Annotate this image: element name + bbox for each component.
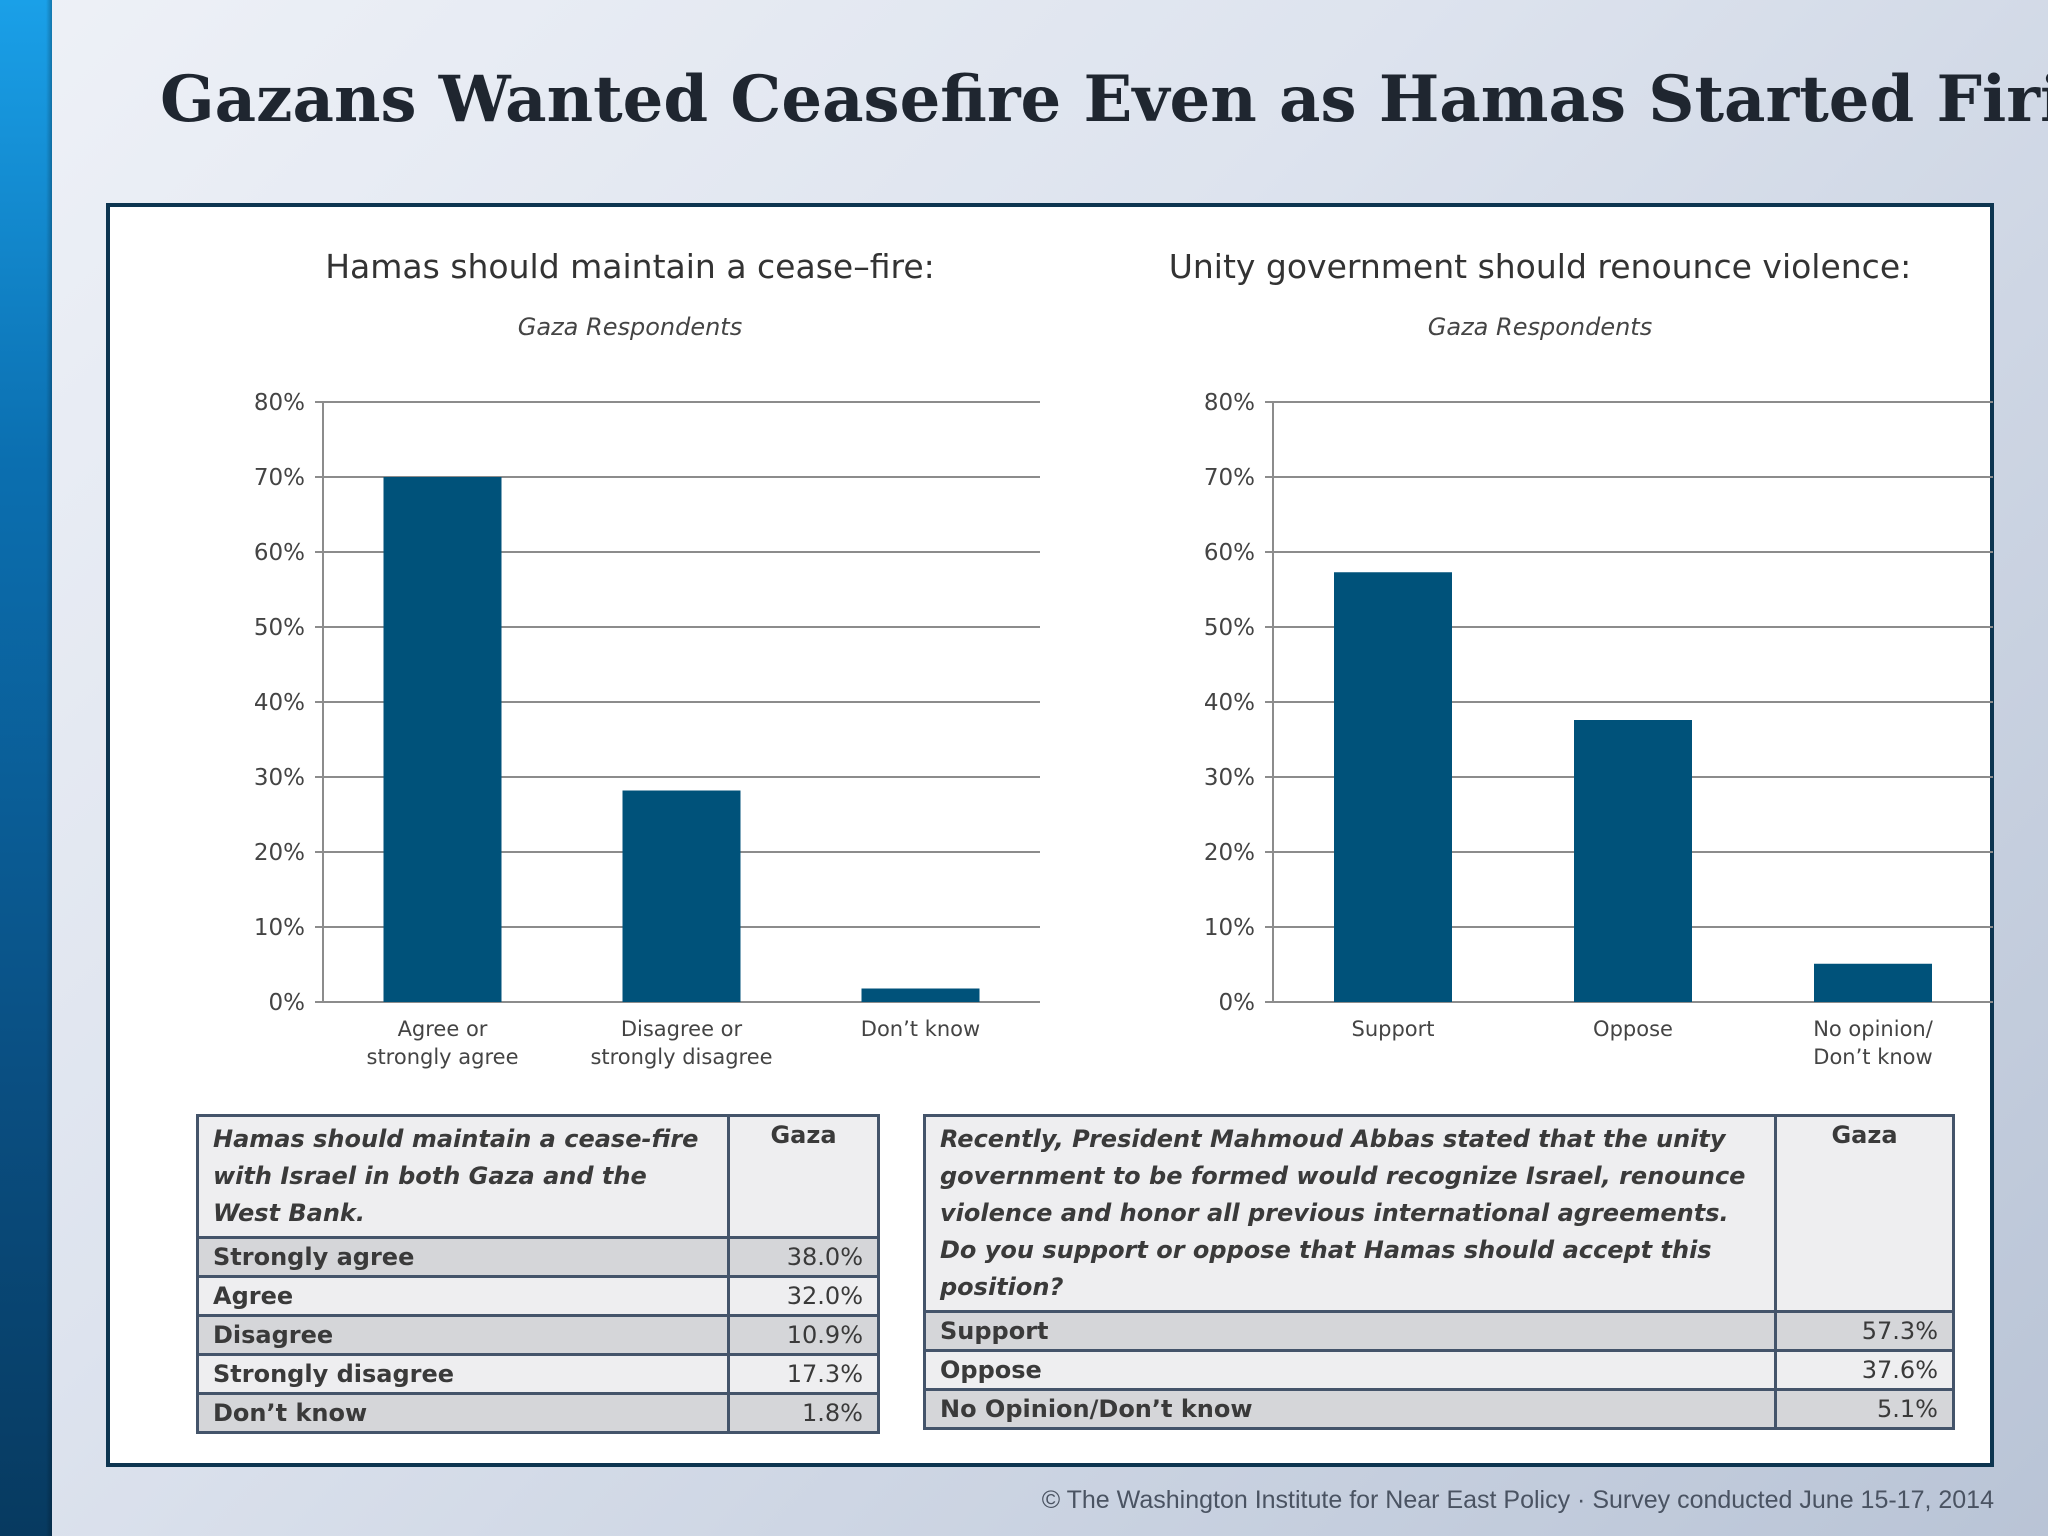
y-tick-label: 40% (254, 690, 305, 716)
chart-right-subtitle: Gaza Respondents (1427, 313, 1653, 341)
chart-right-title: Unity government should renounce violenc… (1168, 247, 1912, 286)
right-header-cell: Gaza (1774, 1114, 1955, 1313)
y-tick-label: 20% (254, 840, 305, 866)
y-tick-label: 10% (254, 915, 305, 941)
y-tick-label: 50% (254, 615, 305, 641)
y-tick-label: 70% (254, 465, 305, 491)
table-row: Don’t know 1.8% (196, 1392, 880, 1434)
content-panel: Hamas should maintain a cease–fire: Gaza… (106, 203, 1994, 1467)
table-row: Support 57.3% (923, 1310, 1955, 1352)
y-tick-label: 80% (254, 390, 305, 416)
row-value: 57.3% (1774, 1310, 1955, 1352)
bar (1574, 720, 1692, 1002)
bar (1814, 963, 1932, 1002)
bar (622, 790, 741, 1002)
y-tick-label: 50% (1204, 615, 1255, 641)
row-label: No Opinion/Don’t know (923, 1388, 1777, 1430)
row-label: Strongly agree (196, 1236, 730, 1278)
x-tick-label: Don’t know (1813, 1045, 1932, 1069)
y-tick-label: 10% (1204, 915, 1255, 941)
x-tick-label: Oppose (1593, 1017, 1673, 1041)
row-value: 37.6% (1774, 1349, 1955, 1391)
row-label: Agree (196, 1275, 730, 1317)
slide-title: Gazans Wanted Ceasefire Even as Hamas St… (160, 62, 2048, 137)
row-label: Disagree (196, 1314, 730, 1356)
row-label: Don’t know (196, 1392, 730, 1434)
table-row: Oppose 37.6% (923, 1349, 1955, 1391)
x-tick-label: strongly agree (367, 1045, 519, 1069)
y-tick-label: 40% (1204, 690, 1255, 716)
y-tick-label: 60% (1204, 540, 1255, 566)
right-question-cell: Recently, President Mahmoud Abbas stated… (923, 1114, 1777, 1313)
chart-left-subtitle: Gaza Respondents (517, 313, 743, 341)
x-tick-label: Support (1351, 1017, 1434, 1041)
table-row: Agree 32.0% (196, 1275, 880, 1317)
y-tick-label: 60% (254, 540, 305, 566)
y-tick-label: 80% (1204, 390, 1255, 416)
left-survey-table: Hamas should maintain a cease-fire with … (196, 1114, 880, 1434)
row-label: Support (923, 1310, 1777, 1352)
left-question-cell: Hamas should maintain a cease-fire with … (196, 1114, 730, 1239)
left-header-cell: Gaza (727, 1114, 880, 1239)
y-tick-label: 30% (1204, 765, 1255, 791)
y-tick-label: 0% (269, 990, 306, 1016)
row-label: Oppose (923, 1349, 1777, 1391)
x-tick-label: Agree or (398, 1017, 488, 1041)
right-survey-table: Recently, President Mahmoud Abbas stated… (923, 1114, 1955, 1430)
chart-left-title: Hamas should maintain a cease–fire: (325, 247, 935, 286)
y-tick-label: 30% (254, 765, 305, 791)
x-tick-label: No opinion/ (1813, 1017, 1934, 1041)
bar (861, 988, 980, 1002)
row-label: Strongly disagree (196, 1353, 730, 1395)
y-tick-label: 0% (1219, 990, 1256, 1016)
table-row: Disagree 10.9% (196, 1314, 880, 1356)
table-row: Strongly agree 38.0% (196, 1236, 880, 1278)
table-row: Strongly disagree 17.3% (196, 1353, 880, 1395)
bar (383, 477, 502, 1002)
x-tick-label: Don’t know (861, 1017, 980, 1041)
chart-left: 0% 10% 20% 30% 40% 50% 60% 70% 80% Agree or strong… (254, 390, 1040, 1069)
row-value: 1.8% (727, 1392, 880, 1434)
side-accent-bar (0, 0, 52, 1536)
bar (1334, 572, 1452, 1002)
x-tick-label: strongly disagree (590, 1045, 772, 1069)
x-tick-label: Disagree or (621, 1017, 743, 1041)
row-value: 5.1% (1774, 1388, 1955, 1430)
y-tick-label: 20% (1204, 840, 1255, 866)
row-value: 38.0% (727, 1236, 880, 1278)
row-value: 17.3% (727, 1353, 880, 1395)
row-value: 10.9% (727, 1314, 880, 1356)
row-value: 32.0% (727, 1275, 880, 1317)
table-row: No Opinion/Don’t know 5.1% (923, 1388, 1955, 1430)
y-tick-label: 70% (1204, 465, 1255, 491)
footer-credit: © The Washington Institute for Near East… (1041, 1486, 1994, 1514)
chart-right: 0% 10% 20% 30% 40% 50% 60% 70% 80% Support Oppose N… (1204, 390, 1993, 1069)
